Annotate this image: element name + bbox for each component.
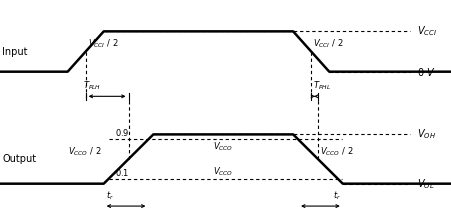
Text: $V_{CCI}\ /\ 2$: $V_{CCI}\ /\ 2$ [88, 38, 119, 50]
Text: $V_{CCO}\ /\ 2$: $V_{CCO}\ /\ 2$ [320, 145, 354, 158]
Text: $V_{CCO}$: $V_{CCO}$ [213, 165, 234, 178]
Text: $V_{CCO}\ /\ 2$: $V_{CCO}\ /\ 2$ [68, 145, 101, 158]
Text: Output: Output [2, 154, 37, 164]
Text: $V_{OL}$: $V_{OL}$ [417, 177, 435, 191]
Text: $V_{CCI}\ /\ 2$: $V_{CCI}\ /\ 2$ [313, 38, 344, 50]
Text: $V_{OH}$: $V_{OH}$ [417, 127, 436, 141]
Text: $V_{CCI}$: $V_{CCI}$ [417, 24, 437, 38]
Text: $t_r$: $t_r$ [106, 189, 114, 202]
Text: Input: Input [2, 47, 28, 56]
Text: $T_{PLH}$: $T_{PLH}$ [83, 79, 101, 92]
Text: $0.9$: $0.9$ [115, 127, 130, 138]
Text: $V_{CCO}$: $V_{CCO}$ [213, 140, 234, 153]
Text: $0\ V$: $0\ V$ [417, 66, 436, 78]
Text: $t_r$: $t_r$ [332, 189, 341, 202]
Text: $T_{PHL}$: $T_{PHL}$ [313, 79, 331, 92]
Text: $0.1$: $0.1$ [115, 167, 130, 178]
